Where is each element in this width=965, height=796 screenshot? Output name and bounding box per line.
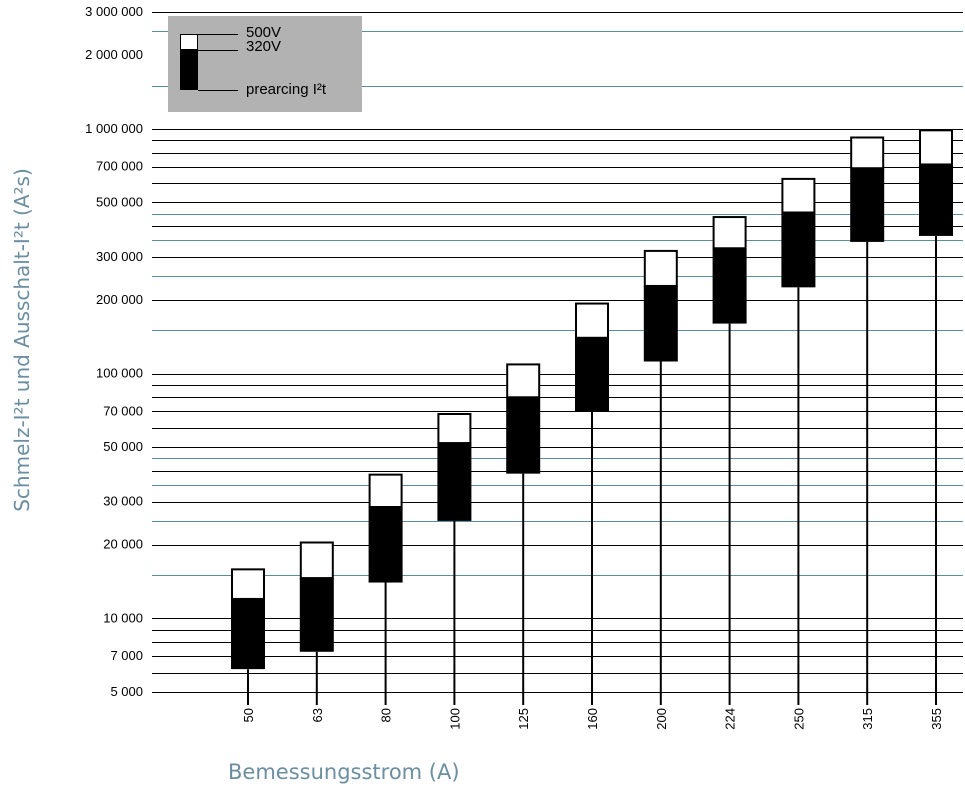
y-tick-label: 20 000 xyxy=(103,537,143,552)
bar-500v xyxy=(643,249,678,287)
bar-500v xyxy=(299,541,334,580)
y-axis-title-text: Schmelz-I²t und Ausschalt-I²t (A²s) xyxy=(10,168,34,512)
y-tick-label: 50 000 xyxy=(103,439,143,454)
y-tick-label: 2 000 000 xyxy=(85,47,143,62)
bar-prearcing xyxy=(850,168,885,242)
bar-prearcing xyxy=(575,337,609,412)
y-tick-label: 5 000 xyxy=(110,684,143,699)
bar-prearcing xyxy=(643,285,678,362)
bar-prearcing xyxy=(299,578,334,652)
legend-label-320v: 320V xyxy=(246,38,282,55)
legend-leader-500v xyxy=(198,34,238,35)
x-tick-label: 315 xyxy=(860,708,875,730)
bar-500v xyxy=(781,177,816,214)
legend-label-500v: 500V xyxy=(246,24,282,41)
x-tick-labels: 50 63 80 100 125 160 200 224 250 315 355 xyxy=(241,708,944,730)
bar-500v xyxy=(506,363,541,399)
legend-leader-prearcing xyxy=(198,90,238,91)
bar-prearcing xyxy=(368,506,403,583)
bar-prearcing xyxy=(231,598,265,670)
y-tick-label: 3 000 000 xyxy=(85,4,143,19)
y-tick-label: 100 000 xyxy=(96,366,143,381)
legend-swatch-500v xyxy=(180,34,198,50)
bar-prearcing xyxy=(437,443,472,521)
x-axis-title: Bemessungsstrom (A) xyxy=(228,760,460,784)
legend-leader-320v xyxy=(198,50,238,51)
y-tick-label: 10 000 xyxy=(103,610,143,625)
y-axis-title: Schmelz-I²t und Ausschalt-I²t (A²s) xyxy=(4,60,40,620)
bar-prearcing xyxy=(506,397,541,474)
y-tick-label: 200 000 xyxy=(96,292,143,307)
bar-500v xyxy=(712,216,747,250)
y-tick-label: 7 000 xyxy=(110,648,143,663)
bar-500v xyxy=(919,129,953,166)
y-tick-labels: 3 000 000 2 000 000 1 000 000 700 000 500 00… xyxy=(85,4,143,699)
y-tick-label: 500 000 xyxy=(96,194,143,209)
bar-500v xyxy=(850,136,885,170)
bar-prearcing xyxy=(919,164,953,236)
x-tick-label: 63 xyxy=(310,708,325,722)
x-tick-label: 250 xyxy=(791,708,806,730)
grid-lines xyxy=(152,12,963,693)
x-tick-label: 80 xyxy=(379,708,394,722)
x-tick-label: 100 xyxy=(447,708,462,730)
bar-500v xyxy=(368,473,403,508)
y-tick-label: 70 000 xyxy=(103,403,143,418)
bar-500v xyxy=(575,302,609,339)
bars xyxy=(231,129,953,670)
x-tick-label: 200 xyxy=(654,708,669,730)
x-tick-label: 125 xyxy=(516,708,531,730)
y-tick-label: 700 000 xyxy=(96,159,143,174)
bar-500v xyxy=(437,412,472,445)
y-tick-label: 30 000 xyxy=(103,494,143,509)
y-tick-label: 1 000 000 xyxy=(85,121,143,136)
x-tick-label: 355 xyxy=(929,708,944,730)
bar-prearcing xyxy=(712,248,747,324)
bar-stems xyxy=(247,235,937,705)
bar-prearcing xyxy=(781,212,816,288)
legend-label-prearcing: prearcing I²t xyxy=(246,81,327,98)
x-tick-label: 160 xyxy=(585,708,600,730)
legend-swatch-prearcing xyxy=(180,50,198,90)
legend: 500V 320V prearcing I²t xyxy=(168,16,362,112)
bar-500v xyxy=(231,568,265,600)
x-tick-label: 224 xyxy=(723,708,738,730)
x-tick-label: 50 xyxy=(241,708,256,722)
y-tick-label: 300 000 xyxy=(96,249,143,264)
